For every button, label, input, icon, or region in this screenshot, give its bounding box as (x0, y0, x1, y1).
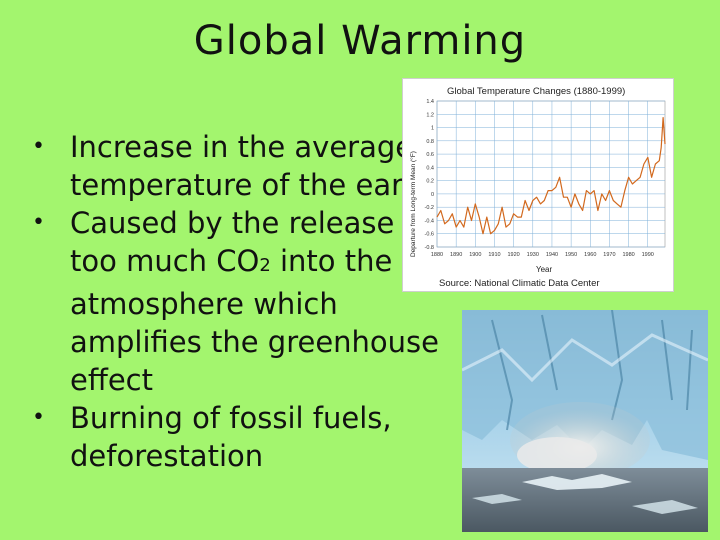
y-axis-label: Departure from Long-term Mean (°F) (409, 151, 417, 257)
x-tick-label: 1980 (622, 252, 634, 258)
bullet-list: • Increase in the average temperature of… (30, 128, 450, 475)
x-tick-label: 1990 (642, 252, 654, 258)
plot-area (436, 100, 666, 248)
x-tick-label: 1950 (565, 252, 577, 258)
bullet-item: • Caused by the release of too much CO2 … (30, 204, 450, 399)
glacier-image (462, 310, 708, 532)
x-tick-label: 1930 (527, 252, 539, 258)
chart-grid (436, 100, 666, 248)
chart-lines (436, 116, 666, 235)
bullet-dot: • (32, 405, 45, 430)
y-tick-label: 0.2 (426, 179, 434, 185)
y-tick-label: 1.4 (426, 99, 434, 105)
y-tick-label: -0.6 (425, 232, 434, 238)
x-tick-label: 1890 (450, 252, 462, 258)
y-tick-label: -0.2 (425, 205, 434, 211)
y-tick-label: -0.4 (425, 218, 434, 224)
bullet-text: Caused by the release of too much CO2 in… (70, 206, 439, 397)
x-tick-label: 1940 (546, 252, 558, 258)
y-tick-label: 0.6 (426, 152, 434, 158)
x-tick-label: 1900 (469, 252, 481, 258)
bullet-dot: • (32, 210, 45, 235)
bullet-item: • Increase in the average temperature of… (30, 128, 450, 204)
x-tick-label: 1970 (603, 252, 615, 258)
series-line (436, 116, 666, 235)
y-tick-label: 1 (431, 126, 434, 132)
temperature-chart: Global Temperature Changes (1880-1999) D… (409, 86, 666, 289)
x-tick-label: 1910 (488, 252, 500, 258)
x-axis-label: Year (536, 265, 553, 274)
y-tick-label: 0.4 (426, 165, 434, 171)
y-tick-label: 0.8 (426, 139, 434, 145)
x-tick-label: 1880 (431, 252, 443, 258)
chart-title: Global Temperature Changes (1880-1999) (447, 86, 625, 97)
x-tick-label: 1920 (508, 252, 520, 258)
chart-ticks: 1.4 1.2 1 0.8 0.6 0.4 0.2 0 -0.2 -0.4 -0.6 -0.81880… (425, 99, 654, 258)
slide-title: Global Warming (193, 18, 527, 64)
bullet-item: • Burning of fossil fuels, deforestation (30, 399, 450, 475)
bullet-text: Increase in the average temperature of t… (70, 130, 433, 202)
y-tick-label: 1.2 (426, 112, 434, 118)
y-tick-label: 0 (431, 192, 434, 198)
temperature-chart-panel: Global Temperature Changes (1880-1999) D… (402, 78, 674, 292)
bullet-text: Burning of fossil fuels, deforestation (70, 401, 392, 473)
glacier-photo (462, 310, 708, 532)
x-tick-label: 1960 (584, 252, 596, 258)
bullet-dot: • (32, 134, 45, 159)
chart-source: Source: National Climatic Data Center (439, 278, 600, 289)
y-tick-label: -0.8 (425, 245, 434, 251)
